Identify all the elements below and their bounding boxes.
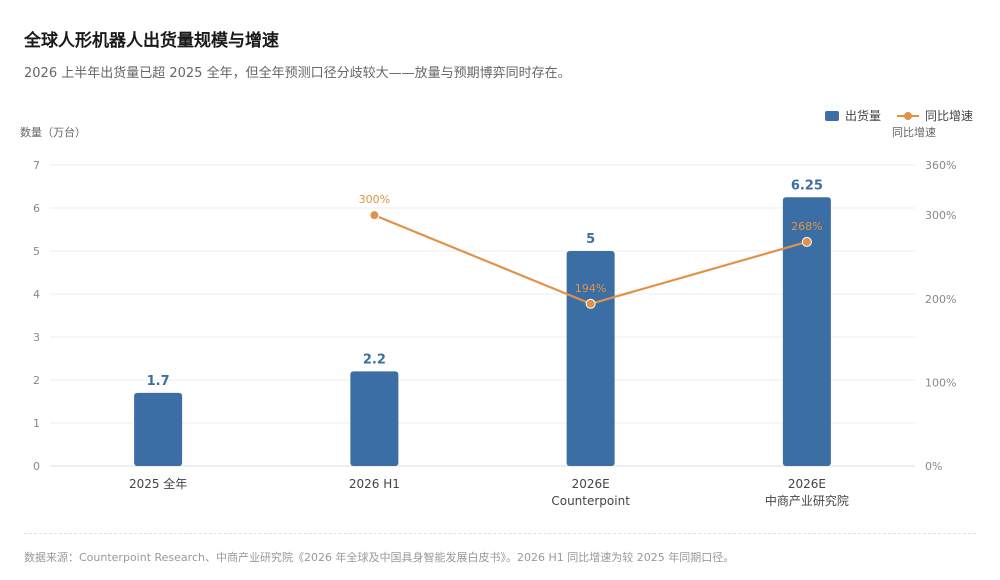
y-tick-label: 5: [33, 245, 40, 258]
bar-value-label: 1.7: [147, 374, 170, 389]
y-tick-label: 0: [33, 460, 40, 473]
y-tick-label: 7: [33, 159, 40, 172]
chart-title: 全球人形机器人出货量规模与增速: [24, 31, 279, 51]
bar-value-label: 2.2: [363, 352, 386, 367]
growth-point: [369, 210, 380, 221]
bar: [134, 392, 183, 466]
chart-subtitle: 2026 上半年出货量已超 2025 全年，但全年预测口径分歧较大——放量与预期…: [24, 66, 571, 81]
x-tick-label: 2026 H1: [349, 477, 400, 491]
bar: [566, 251, 615, 466]
bar: [350, 371, 399, 466]
growth-point: [801, 236, 812, 247]
growth-value-label: 300%: [359, 193, 390, 206]
y2-tick-label: 300%: [925, 209, 956, 222]
legend-label-growth: 同比增速: [924, 109, 973, 123]
y-tick-label: 4: [33, 288, 40, 301]
legend: 出货量 同比增速: [809, 107, 973, 124]
y2-tick-label: 200%: [925, 293, 956, 306]
legend-bar-swatch: [824, 110, 839, 121]
bar-value-label: 5: [586, 232, 595, 247]
legend-item-shipments[interactable]: 出货量: [824, 107, 881, 124]
y2-tick-label: 100%: [925, 376, 956, 389]
legend-label-shipments: 出货量: [844, 109, 881, 123]
x-tick-label: 2026E: [572, 477, 610, 491]
growth-value-label: 194%: [575, 282, 606, 295]
x-tick-label: Counterpoint: [551, 494, 630, 508]
x-tick-label: 中商产业研究院: [765, 493, 849, 508]
y2-tick-label: 360%: [925, 159, 956, 172]
x-tick-label: 2025 全年: [129, 476, 187, 491]
y-tick-label: 2: [33, 374, 40, 387]
y2-tick-label: 0%: [925, 460, 942, 473]
legend-item-growth[interactable]: 同比增速: [896, 107, 973, 124]
source-note: 数据来源：Counterpoint Research、中商产业研究院《2026 …: [24, 551, 735, 564]
footer-divider: [24, 533, 976, 534]
bar-value-label: 6.25: [791, 178, 823, 193]
growth-point: [585, 298, 596, 309]
y-tick-label: 3: [33, 331, 40, 344]
chart-plot-area: 0 1 2 3 4 5 6 7 0% 100% 200% 300% 360% 1.7 2.2 5 6.25 202…: [33, 159, 956, 508]
legend-line-swatch: [896, 111, 919, 121]
y2-axis-title: 同比增速: [892, 126, 936, 139]
bar: [782, 197, 831, 466]
x-tick-label: 2026E: [788, 477, 826, 491]
y-tick-label: 1: [33, 417, 40, 430]
y-tick-label: 6: [33, 202, 40, 215]
y-axis-title: 数量（万台）: [20, 126, 86, 139]
growth-value-label: 268%: [791, 220, 822, 233]
